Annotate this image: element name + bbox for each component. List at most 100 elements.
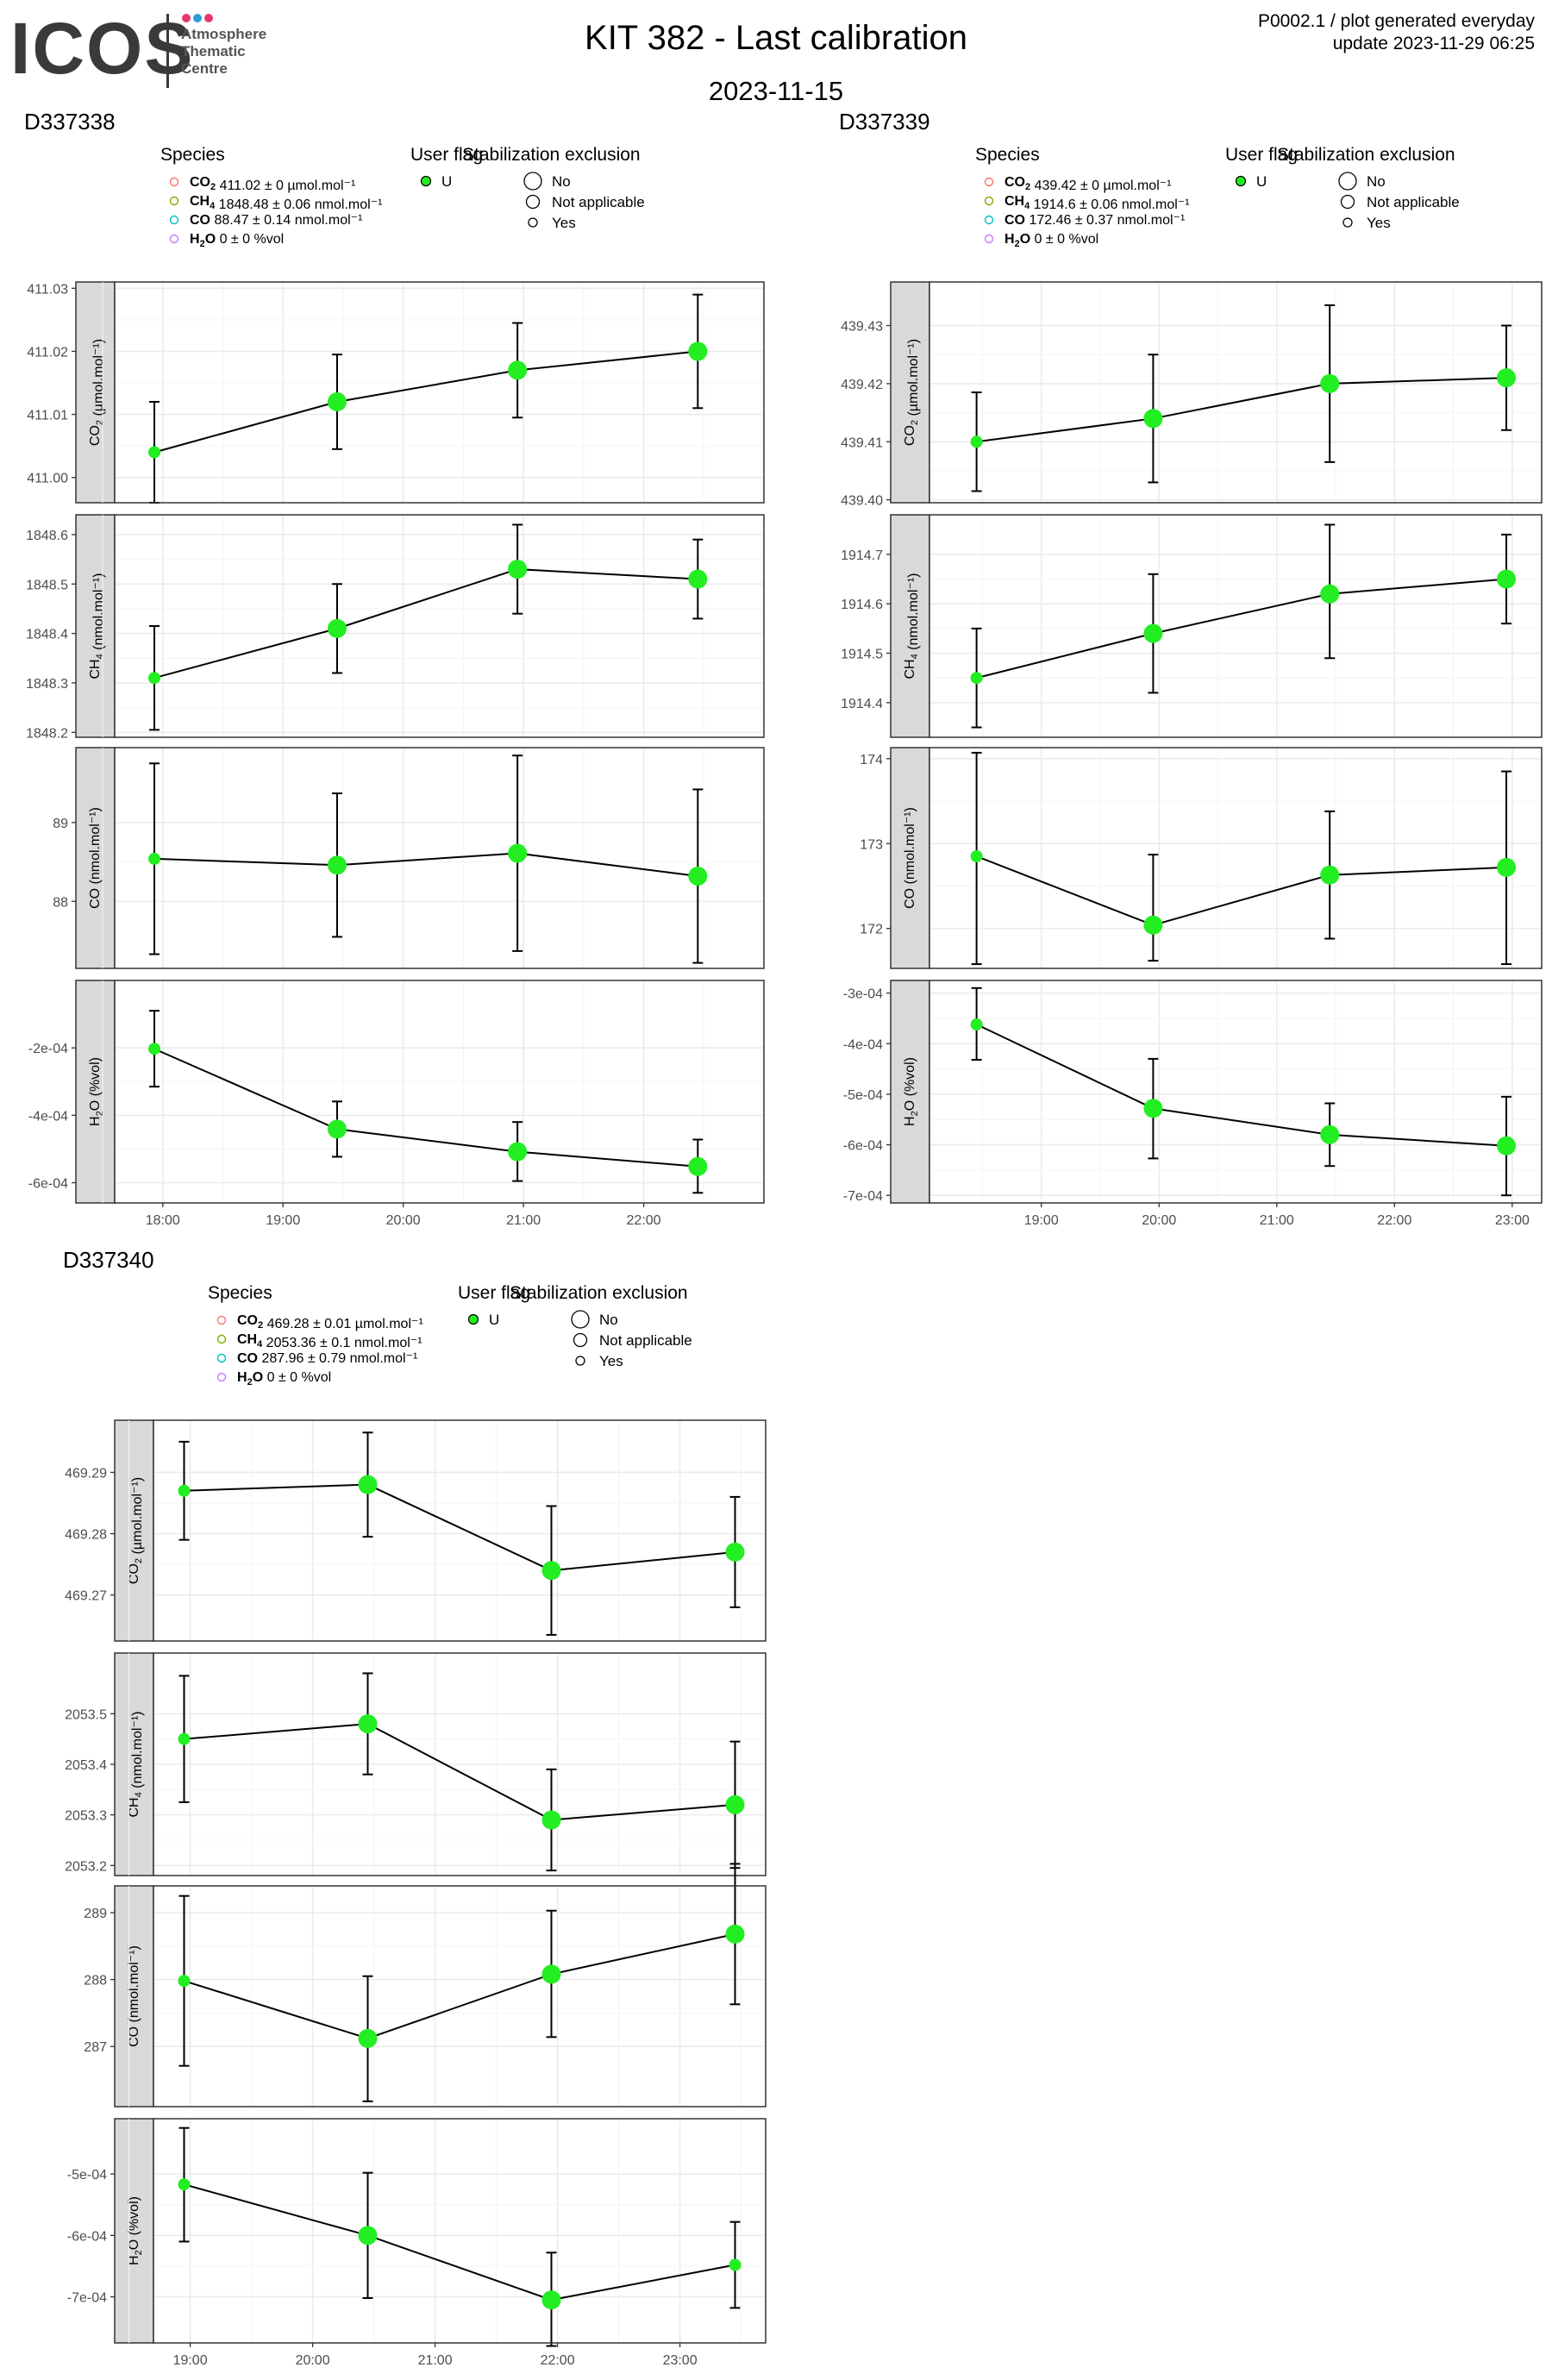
chem-subscript: 4 (1024, 201, 1030, 211)
y-tick-label: 173 (860, 837, 883, 852)
panel-background (153, 1886, 766, 2107)
legend-stab-label: No (599, 1312, 618, 1328)
chem-subscript: 2 (95, 420, 105, 425)
panel-strip (890, 980, 930, 1204)
y-tick-label: 411.01 (27, 409, 68, 423)
legend-species-key (169, 177, 179, 187)
chem-part: O (88, 1100, 103, 1111)
chem-part: CO (237, 1313, 258, 1328)
legend-userflag-label: U (441, 173, 452, 190)
chem-part: O (127, 2239, 141, 2250)
logo-dot-2 (193, 14, 202, 22)
y-tick-label: 1848.3 (26, 677, 68, 692)
legend-stab-label: Not applicable (1367, 194, 1460, 210)
x-tick-label: 22:00 (627, 1213, 661, 1228)
panel-strip (75, 980, 116, 1204)
data-point (327, 391, 347, 411)
panel-1: CH4 (nmol.mol⁻¹) 2053.2 2053.3 2053.4 2053.5 (65, 1652, 767, 1876)
data-point (1497, 1136, 1517, 1156)
legend-species-value: 88.47 ± 0.14 nmol.mol⁻¹ (210, 213, 362, 228)
legend-species-key (984, 215, 994, 225)
y-tick-label: 469.28 (65, 1528, 107, 1543)
legend-species-value: 1848.48 ± 0.06 nmol.mol⁻¹ (215, 197, 382, 212)
data-point (725, 1924, 745, 1944)
data-point (358, 1475, 378, 1494)
page-date: 2023-11-15 (708, 76, 844, 106)
legend-species-key (984, 234, 994, 244)
panel-border (114, 514, 765, 738)
chem-subscript: 2 (95, 1111, 105, 1116)
generation-info: P0002.1 / plot generated everyday update… (1258, 10, 1535, 55)
x-tick-label: 20:00 (1142, 1213, 1176, 1228)
data-point (327, 855, 347, 875)
data-point (1497, 857, 1517, 877)
data-point (508, 843, 528, 863)
y-tick-label: 411.02 (27, 345, 68, 360)
logo-line-2: Thematic (181, 43, 246, 60)
panel-strip-label: CH4 (nmol.mol⁻¹) (127, 1711, 145, 1817)
legend-species-value: 1914.6 ± 0.06 nmol.mol⁻¹ (1029, 197, 1189, 212)
y-tick-label: -6e-04 (67, 2229, 107, 2244)
panel-strip-label: CO (nmol.mol⁻¹) (903, 807, 917, 909)
chem-part: O (903, 1100, 917, 1111)
legend-species-label: CO 287.96 ± 0.79 nmol.mol⁻¹ (237, 1351, 417, 1366)
y-tick-label: 411.03 (27, 282, 68, 297)
y-tick-label: 469.29 (65, 1466, 107, 1481)
panel-strip-unit: (nmol.mol⁻¹) (906, 573, 921, 654)
legend-stab-label: Yes (552, 215, 576, 231)
y-tick-label: -5e-04 (67, 2168, 107, 2183)
y-tick-label: 439.42 (841, 378, 883, 392)
y-tick-label: 2053.2 (65, 1859, 107, 1874)
legend-userflag-key (1235, 175, 1247, 187)
legend-stab-label: Yes (599, 1353, 623, 1369)
legend-species-value: 0 ± 0 %vol (263, 1370, 331, 1385)
panel-background (929, 980, 1542, 1203)
y-tick-label: 2053.4 (65, 1758, 107, 1773)
legend-species-value: 411.02 ± 0 µmol.mol⁻¹ (216, 178, 355, 193)
y-tick-label: -4e-04 (28, 1109, 68, 1124)
x-tick-label: 19:00 (266, 1213, 300, 1228)
chem-part: H (1004, 232, 1015, 247)
chem-part: CH (903, 659, 917, 679)
x-tick-label: 19:00 (173, 2353, 208, 2368)
series-line (976, 377, 1507, 443)
chem-part: CO (903, 425, 917, 446)
y-tick-label: 89 (53, 817, 68, 831)
panel-strip-label: CO (nmol.mol⁻¹) (88, 807, 103, 909)
data-point (178, 1484, 191, 1497)
chem-part: H (88, 1116, 103, 1126)
data-point (1497, 569, 1517, 589)
panel-strip-unit: (nmol.mol⁻¹) (130, 1711, 145, 1792)
legend-stab-key (571, 1310, 590, 1329)
legend-stab-key (573, 1332, 588, 1348)
data-point (688, 867, 708, 886)
data-point (148, 1043, 161, 1055)
legend-species-key (216, 1315, 227, 1325)
legend-species-label: CO2 411.02 ± 0 µmol.mol⁻¹ (190, 175, 355, 193)
chart-title: D337340 (63, 1247, 154, 1273)
legend-stab-label: Not applicable (599, 1332, 692, 1349)
chem-subscript: 2 (200, 239, 205, 249)
series-line (976, 578, 1507, 680)
legend-species-title: Species (975, 145, 1040, 165)
y-tick-label: -4e-04 (843, 1037, 883, 1052)
logo-dot-1 (182, 14, 191, 22)
legend-species-label: CO2 439.42 ± 0 µmol.mol⁻¹ (1004, 175, 1172, 193)
chem-subscript: 4 (210, 201, 216, 211)
chem-part: CH (1004, 194, 1024, 209)
chem-part: CO (88, 425, 103, 446)
panel-background (929, 282, 1542, 503)
legend-species-label: H2O 0 ± 0 %vol (190, 232, 284, 249)
panel-strip-unit: (nmol.mol⁻¹) (88, 807, 103, 888)
legend-stab-key (575, 1356, 585, 1366)
panel-border (153, 1885, 767, 2108)
panel-strip-unit: (%vol) (127, 2196, 141, 2239)
legend-species-label: H2O 0 ± 0 %vol (237, 1370, 331, 1387)
legend-species-label: CH4 1848.48 ± 0.06 nmol.mol⁻¹ (190, 194, 382, 212)
data-point (541, 1810, 561, 1830)
panel-1: CH4 (nmol.mol⁻¹) 1914.4 1914.5 1914.6 1914.7 (841, 514, 1543, 738)
series-line (153, 852, 698, 878)
y-tick-label: 1848.6 (26, 529, 68, 543)
